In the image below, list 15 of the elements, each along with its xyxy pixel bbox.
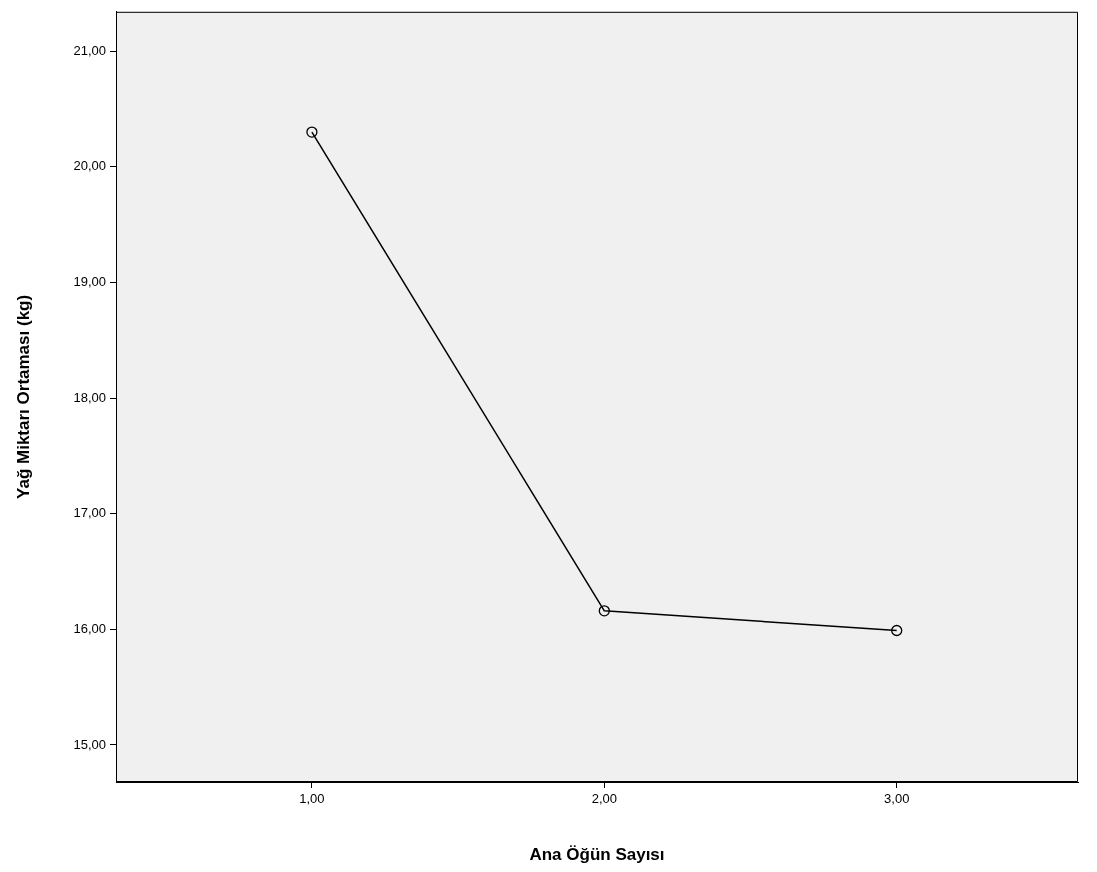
y-axis-title: Yağ Miktarı Ortaması (kg): [13, 294, 33, 499]
point: [891, 624, 903, 637]
y-tick-label: 15,00: [73, 736, 106, 752]
x-tick-label: 1,00: [299, 791, 325, 807]
y-tick-label: 17,00: [73, 505, 106, 521]
x-axis-title: Ana Öğün Sayısı: [529, 845, 665, 865]
point: [598, 605, 610, 617]
y-tick-label: 21,00: [73, 42, 106, 58]
y-tick-label: 19,00: [73, 273, 106, 289]
x-tick-label: 3,00: [884, 791, 910, 807]
y-tick-label: 20,00: [73, 158, 106, 174]
x-tick-label: 2,00: [591, 791, 617, 807]
y-tick-label: 16,00: [73, 620, 106, 636]
y-tick-label: 18,00: [73, 389, 106, 405]
point: [306, 126, 318, 138]
